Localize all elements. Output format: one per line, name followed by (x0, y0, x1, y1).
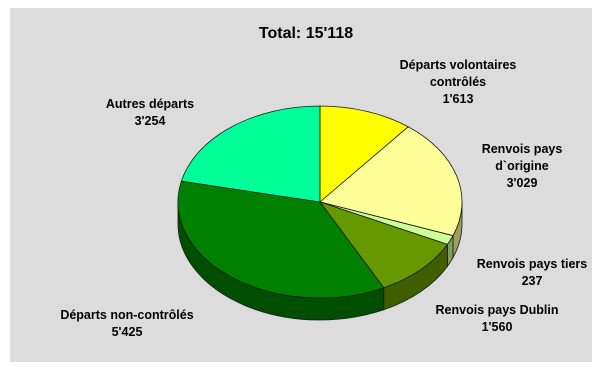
pie-slice (319, 126, 463, 237)
slice-value-label: 1'613 (443, 92, 474, 106)
slice-label-line: d`origine (495, 159, 549, 173)
slice-label-line: Départs non-contrôlés (60, 308, 193, 322)
slice-label: Autres départs 3'254 (106, 97, 194, 128)
pie-top-layer (177, 105, 463, 299)
slice-label-line: Renvois pays Dublin (436, 303, 559, 317)
slice-label: Renvois pays tiers 237 (477, 257, 588, 288)
pie-slice (319, 105, 409, 203)
slice-label: Renvois pays Dublin 1'560 (436, 303, 559, 334)
slice-value-label: 3'254 (135, 114, 166, 128)
slice-label-line: Autres départs (106, 97, 194, 111)
slice-label-line: contrôlés (430, 75, 486, 89)
pie-slice (318, 201, 449, 289)
pie-slice (177, 180, 385, 299)
pie-slice (180, 105, 321, 203)
slice-value-label: 5'425 (112, 325, 143, 339)
pie-depth-layer (177, 201, 463, 321)
chart-title: Total: 15'118 (259, 25, 353, 42)
slice-value-label: 237 (522, 274, 543, 288)
slice-label-line: Renvois pays tiers (477, 257, 588, 271)
pie-labels-layer: Départs volontaires contrôlés 1'613 Renvois… (60, 58, 587, 339)
slice-label: Départs non-contrôlés 5'425 (60, 308, 193, 339)
slice-label: Départs volontaires contrôlés 1'613 (400, 58, 517, 106)
slice-label-line: Départs volontaires (400, 58, 517, 72)
slice-label: Renvois pays d`origine 3'029 (482, 142, 563, 190)
slice-value-label: 1'560 (482, 320, 513, 334)
slice-label-line: Renvois pays (482, 142, 563, 156)
slice-value-label: 3'029 (507, 176, 538, 190)
